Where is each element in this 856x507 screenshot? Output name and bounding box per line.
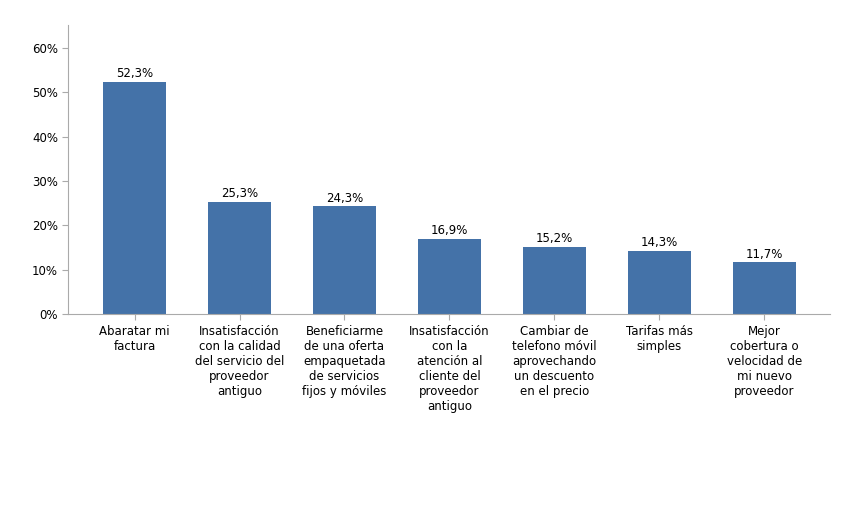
- Bar: [103, 82, 166, 314]
- Text: 11,7%: 11,7%: [746, 247, 783, 261]
- Text: 52,3%: 52,3%: [116, 67, 153, 80]
- Bar: [523, 247, 586, 314]
- Text: 14,3%: 14,3%: [640, 236, 678, 249]
- Bar: [733, 262, 796, 314]
- Bar: [627, 251, 691, 314]
- Bar: [208, 202, 271, 314]
- Text: 15,2%: 15,2%: [536, 232, 573, 245]
- Text: 24,3%: 24,3%: [326, 192, 363, 204]
- Text: 25,3%: 25,3%: [221, 187, 259, 200]
- Bar: [313, 206, 376, 314]
- Bar: [418, 239, 481, 314]
- Text: 16,9%: 16,9%: [431, 225, 468, 237]
